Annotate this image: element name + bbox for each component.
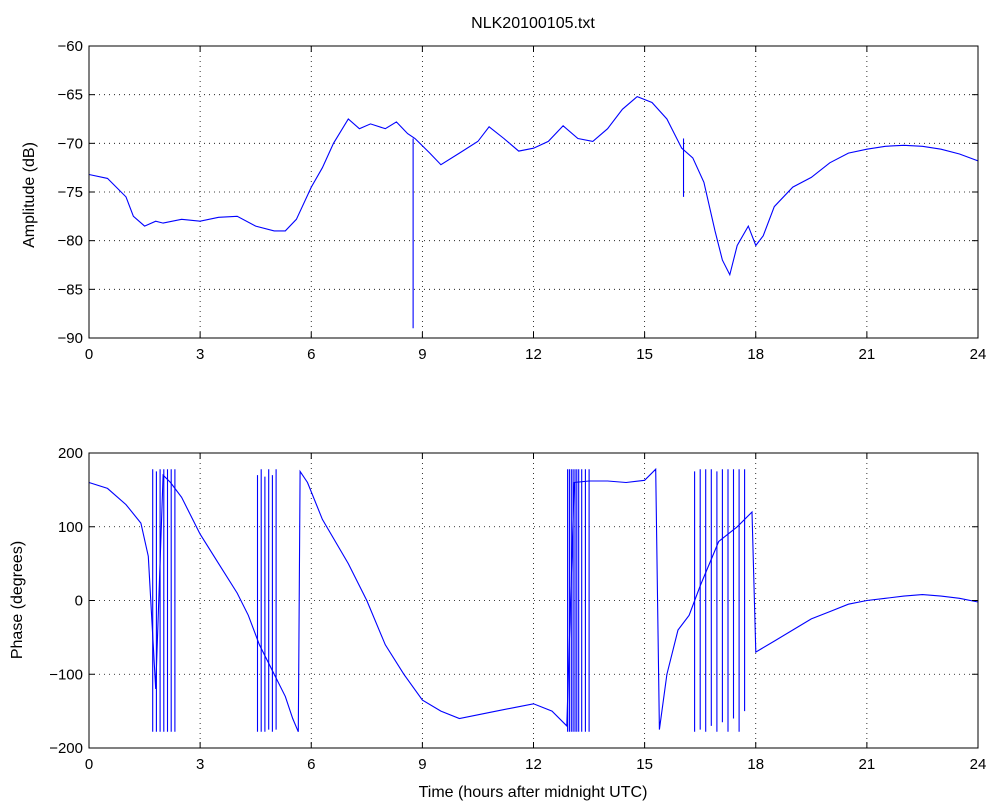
amplitude-y-tick-label: −90: [58, 330, 83, 347]
amplitude-y-tick-label: −75: [58, 184, 83, 201]
amplitude-axes: NLK20100105.txt Amplitude (dB) 0 3 6 9 12 15 1…: [21, 15, 986, 363]
amplitude-x-tick-label: 15: [636, 346, 653, 363]
phase-y-tick-label: −200: [49, 740, 83, 757]
phase-x-tick-label: 18: [747, 756, 764, 773]
amplitude-y-tick-label: −60: [58, 38, 83, 55]
amplitude-x-tick-label: 12: [525, 346, 542, 363]
phase-y-tick-label: 0: [75, 593, 83, 610]
phase-series-line: [88, 467, 979, 733]
amplitude-y-tick-label: −85: [58, 281, 83, 298]
amplitude-x-tick-label: 0: [85, 346, 93, 363]
amplitude-x-tick-label: 21: [859, 346, 876, 363]
amplitude-x-tick-label: 3: [196, 346, 204, 363]
phase-x-axis-label: Time (hours after midnight UTC): [419, 784, 648, 801]
amplitude-x-tick-label: 9: [418, 346, 426, 363]
phase-x-tick-label: 3: [196, 756, 204, 773]
phase-x-tick-label: 0: [85, 756, 93, 773]
phase-x-tick-label: 24: [970, 756, 987, 773]
chart-title: NLK20100105.txt: [471, 15, 595, 32]
amplitude-y-tick-label: −80: [58, 233, 83, 250]
phase-axes: Time (hours after midnight UTC) Phase (d…: [9, 445, 986, 801]
phase-y-tick-label: 100: [58, 519, 83, 536]
amplitude-y-tick-label: −65: [58, 87, 83, 104]
phase-x-tick-label: 9: [418, 756, 426, 773]
phase-x-tick-label: 21: [859, 756, 876, 773]
phase-y-axis-label: Phase (degrees): [9, 541, 26, 659]
amplitude-series-line: [88, 95, 979, 277]
phase-x-tick-label: 12: [525, 756, 542, 773]
amplitude-y-axis-label: Amplitude (dB): [21, 142, 38, 248]
phase-y-tick-label: −100: [49, 666, 83, 683]
amplitude-x-tick-label: 24: [970, 346, 987, 363]
amplitude-x-tick-label: 18: [747, 346, 764, 363]
phase-y-tick-label: 200: [58, 445, 83, 462]
phase-x-tick-label: 6: [307, 756, 315, 773]
phase-series-line: [152, 469, 746, 732]
phase-x-tick-label: 15: [636, 756, 653, 773]
amplitude-x-tick-label: 6: [307, 346, 315, 363]
amplitude-y-tick-label: −70: [58, 135, 83, 152]
